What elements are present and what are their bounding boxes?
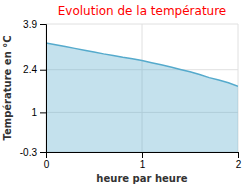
grid bbox=[46, 24, 238, 152]
tick-label: 1 bbox=[140, 159, 146, 170]
area bbox=[46, 43, 238, 152]
tick: 2 bbox=[236, 152, 242, 170]
tick-mark bbox=[40, 24, 46, 25]
tick-mark bbox=[238, 152, 239, 158]
tick-label: 0 bbox=[44, 159, 50, 170]
title: Evolution de la température bbox=[58, 4, 227, 18]
tick-mark bbox=[40, 70, 46, 71]
tick-label: 2 bbox=[236, 159, 242, 170]
tick: 2.4 bbox=[23, 64, 46, 75]
tick: 1 bbox=[140, 152, 146, 170]
tick-label: 2.4 bbox=[23, 64, 37, 75]
marks bbox=[46, 43, 238, 152]
plot: 0 1 2 -0.3 1 2.4 3.9 bbox=[20, 19, 242, 170]
grid-line bbox=[46, 24, 238, 25]
y-axis-label: Température en °C bbox=[2, 35, 13, 140]
y-axis: -0.3 1 2.4 3.9 bbox=[20, 19, 47, 158]
tick-mark bbox=[40, 152, 46, 153]
x-axis: 0 1 2 bbox=[44, 152, 242, 170]
tick: 1 bbox=[31, 107, 46, 118]
chart: 0 1 2 -0.3 1 2.4 3.9 Evolution de la températur… bbox=[0, 0, 250, 188]
tick-mark bbox=[142, 152, 143, 158]
tick-label: -0.3 bbox=[20, 147, 38, 158]
axis-domain bbox=[47, 153, 239, 159]
tick: 3.9 bbox=[23, 19, 46, 30]
axis-domain bbox=[40, 25, 47, 153]
tick-mark bbox=[40, 112, 46, 113]
tick-label: 1 bbox=[31, 107, 37, 118]
tick-label: 3.9 bbox=[23, 19, 37, 30]
tick: -0.3 bbox=[20, 147, 46, 158]
x-axis-label: heure par heure bbox=[96, 173, 187, 184]
line bbox=[46, 43, 238, 86]
tick: 0 bbox=[44, 152, 50, 170]
